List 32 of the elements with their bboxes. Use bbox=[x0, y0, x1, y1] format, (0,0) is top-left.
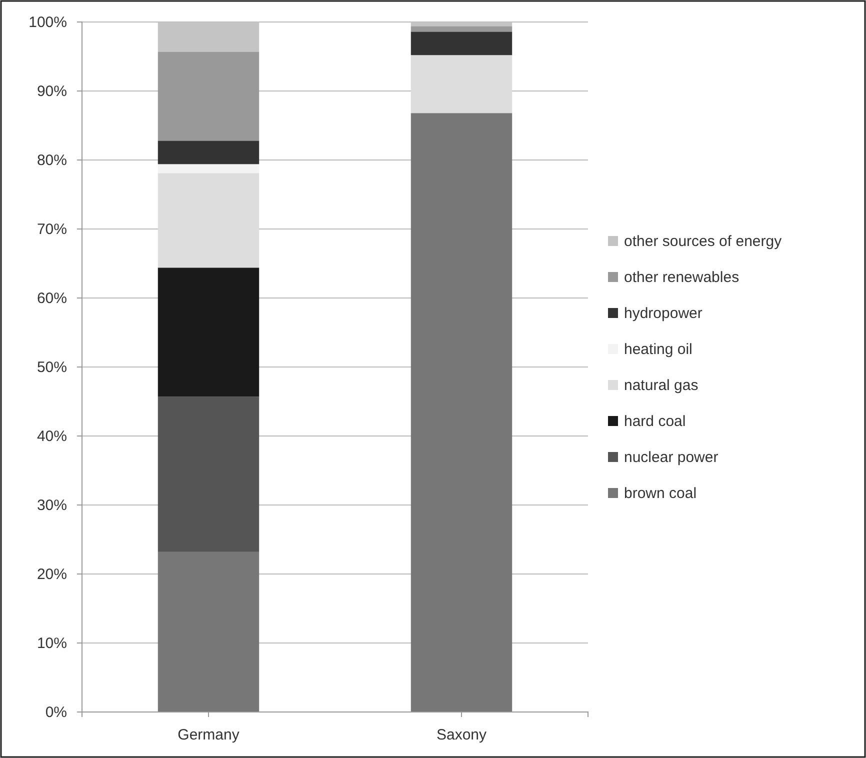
y-tick-label: 60% bbox=[36, 290, 67, 307]
legend-label: nuclear power bbox=[624, 449, 718, 466]
bar bbox=[158, 140, 260, 164]
legend-label: natural gas bbox=[624, 377, 698, 394]
x-tick-label: Germany bbox=[178, 726, 240, 744]
bar bbox=[158, 268, 260, 397]
legend-label: heating oil bbox=[624, 341, 692, 358]
legend-label: other renewables bbox=[624, 269, 740, 286]
y-tick-label: 10% bbox=[36, 634, 67, 652]
y-tick-label: 100% bbox=[28, 14, 67, 31]
bar bbox=[158, 396, 260, 552]
y-tick-label: 30% bbox=[36, 496, 67, 514]
legend-label: hydropower bbox=[624, 305, 702, 322]
legend-label: hard coal bbox=[624, 413, 686, 430]
bar bbox=[158, 52, 260, 141]
bar bbox=[158, 552, 260, 712]
bar bbox=[158, 164, 260, 174]
y-tick-label: 70% bbox=[36, 220, 67, 238]
x-tick-label: Saxony bbox=[436, 726, 488, 744]
bar bbox=[410, 26, 512, 32]
legend-label: other sources of energy bbox=[624, 233, 782, 250]
y-tick-label: 0% bbox=[45, 704, 67, 721]
bar bbox=[410, 55, 512, 114]
bar bbox=[410, 32, 512, 56]
y-tick-label: 90% bbox=[36, 82, 67, 100]
y-tick-label: 50% bbox=[36, 358, 67, 376]
bar bbox=[158, 173, 260, 268]
legend-label: brown coal bbox=[624, 485, 697, 502]
bar bbox=[410, 113, 512, 712]
y-tick-label: 40% bbox=[36, 428, 67, 445]
y-tick-label: 20% bbox=[36, 566, 67, 583]
y-tick-label: 80% bbox=[36, 152, 67, 169]
